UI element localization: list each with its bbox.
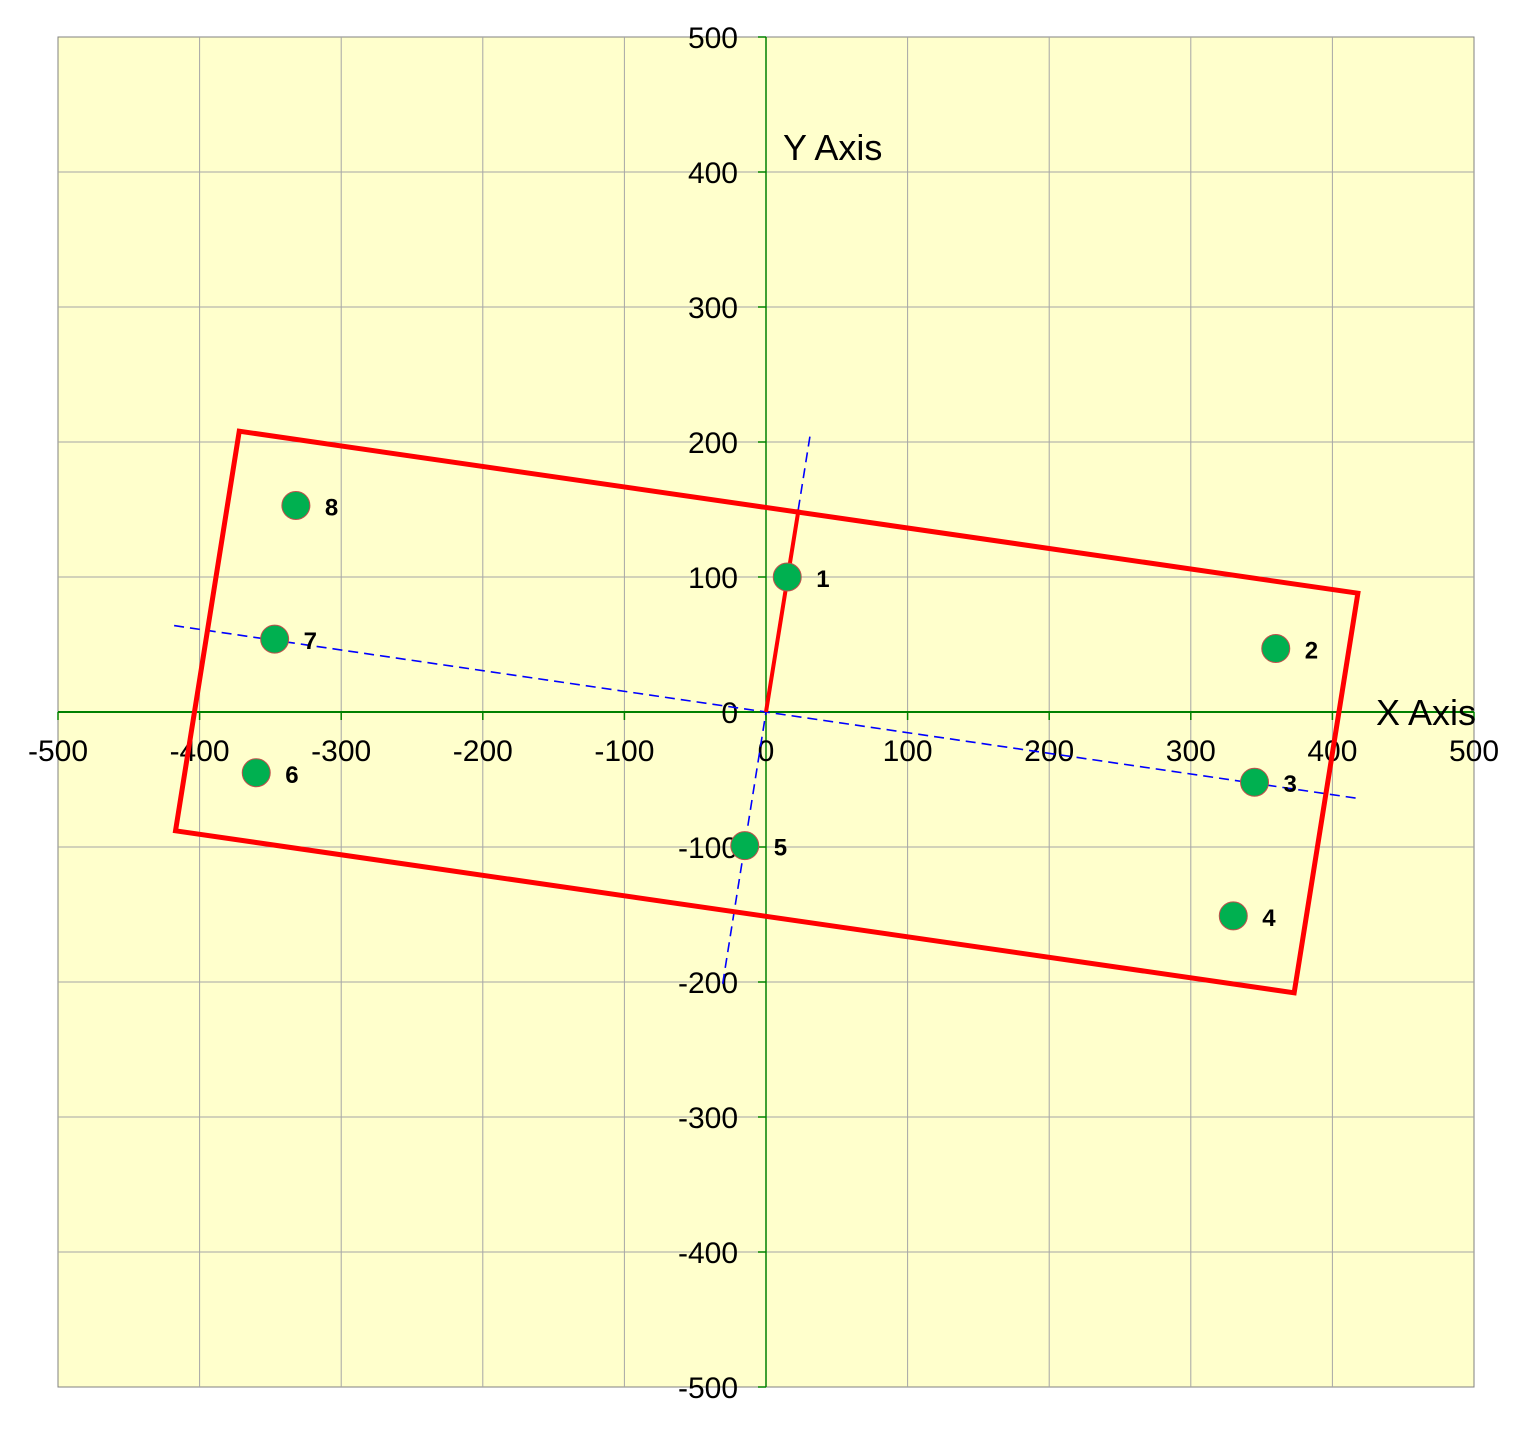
data-point xyxy=(241,758,271,788)
rectangle-outline xyxy=(172,428,1361,996)
data-point-label: 7 xyxy=(304,628,317,655)
x-tick-label: -200 xyxy=(453,735,513,768)
data-point-label: 2 xyxy=(1305,638,1318,665)
y-tick-label: 0 xyxy=(721,697,738,730)
bounding-rectangle xyxy=(172,428,1361,996)
data-points: 1 2 3 4 5 6 7 8 xyxy=(241,490,1318,932)
data-point-label: 8 xyxy=(325,494,338,521)
y-tick-labels: 500 400 300 200 100 0 -100 -200 -300 -400 -500 xyxy=(678,22,738,1405)
orientation-vector-line xyxy=(764,509,801,713)
data-point xyxy=(1240,767,1270,797)
x-tick-labels: -500 -400 -300 -200 -100 0 100 200 300 400 500 xyxy=(28,735,1499,768)
y-tick-label: -200 xyxy=(678,967,738,1000)
x-tick-label: -400 xyxy=(170,735,230,768)
data-point-label: 5 xyxy=(774,835,787,862)
data-point xyxy=(260,624,290,654)
data-point-label: 4 xyxy=(1262,905,1276,932)
x-tick-label: 300 xyxy=(1166,735,1216,768)
y-tick-label: 100 xyxy=(688,562,738,595)
data-point xyxy=(730,831,760,861)
x-tick-label: 100 xyxy=(883,735,933,768)
data-point xyxy=(281,490,311,520)
x-tick-label: -500 xyxy=(28,735,88,768)
data-point-label: 3 xyxy=(1284,771,1297,798)
x-tick-label: 0 xyxy=(758,735,775,768)
x-axis-title: X Axis xyxy=(1376,692,1476,733)
y-axis-title: Y Axis xyxy=(783,127,882,168)
orientation-vector xyxy=(764,509,801,713)
x-tick-label: -100 xyxy=(594,735,654,768)
data-point xyxy=(772,562,802,592)
y-tick-label: 300 xyxy=(688,292,738,325)
y-tick-label: 200 xyxy=(688,427,738,460)
x-tick-label: -300 xyxy=(311,735,371,768)
y-tick-label: -400 xyxy=(678,1237,738,1270)
x-tick-label: 500 xyxy=(1449,735,1499,768)
y-tick-label: -500 xyxy=(678,1372,738,1405)
data-point xyxy=(1218,901,1248,931)
y-tick-label: -100 xyxy=(678,832,738,865)
data-point-label: 1 xyxy=(816,566,829,593)
data-point xyxy=(1261,634,1291,664)
data-point-label: 6 xyxy=(285,762,298,789)
y-tick-label: 500 xyxy=(688,22,738,55)
y-tick-label: -300 xyxy=(678,1102,738,1135)
y-tick-label: 400 xyxy=(688,157,738,190)
